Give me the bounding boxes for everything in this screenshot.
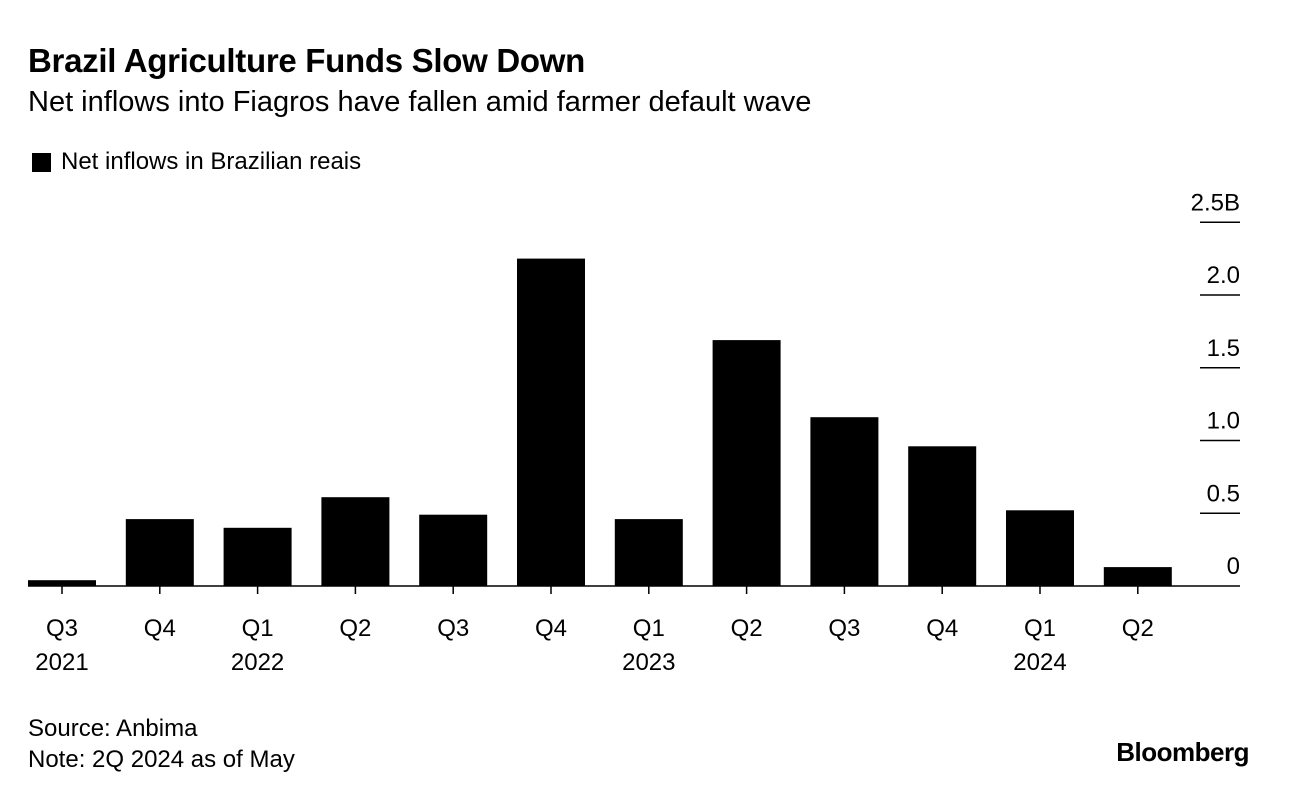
bar-q1-2024 [1006,510,1074,586]
x-tick-label: Q1 [633,615,665,642]
y-tick-label: 1.0 [1207,408,1240,435]
bar-q4-2021 [125,519,194,586]
bar-q4-2023 [908,446,977,586]
bar-q4-2022 [517,258,585,586]
x-tick-label: Q4 [144,615,176,642]
footnote: Note: 2Q 2024 as of May [28,746,295,773]
y-tick-label: 2.0 [1207,262,1240,289]
x-tick-label: Q3 [828,615,860,642]
x-tick-label: Q3 [46,615,78,642]
x-tick-year-label: 2022 [231,649,284,676]
chart-subtitle: Net inflows into Fiagros have fallen ami… [28,86,812,118]
x-tick-label: Q4 [535,615,567,642]
y-tick-label: 2.5B [1191,189,1240,216]
bar-q2-2023 [712,340,781,586]
bar-q1-2023 [614,519,683,586]
bar-q1-2022 [223,527,292,586]
y-axis: 0 0.5 1.0 1.5 2.0 2.5B [28,189,1240,587]
source-note: Source: Anbima [28,715,198,742]
footer-notes: Source: Anbima Note: 2Q 2024 as of May [28,713,295,775]
x-tick-label: Q1 [1024,615,1056,642]
x-tick-label: Q3 [437,615,469,642]
x-tick-label: Q2 [731,615,763,642]
x-tick-label: Q1 [242,615,274,642]
x-tick-label: Q2 [339,615,371,642]
x-tick-year-label: 2024 [1013,649,1066,676]
y-tick-label: 0.5 [1207,480,1240,507]
bar-q3-2022 [419,514,488,586]
legend-swatch [32,152,51,172]
bar-q2-2024 [1103,567,1172,586]
bars-group [28,258,1172,586]
legend: Net inflows in Brazilian reais [32,148,361,176]
x-tick-label: Q2 [1122,615,1154,642]
y-tick-label: 1.5 [1207,335,1240,362]
x-tick-label: Q4 [926,615,958,642]
bar-q3-2021 [28,580,96,586]
x-tick-year-label: 2023 [622,649,675,676]
bar-q2-2022 [321,497,390,586]
y-tick-label: 0 [1227,553,1240,580]
x-axis: Q3 2021 Q4 Q1 2022 Q2 Q3 Q4 Q1 2023 Q2 Q3 Q4 Q1 2024 Q2 [35,586,1154,676]
chart-title: Brazil Agriculture Funds Slow Down [28,42,585,79]
bar-q3-2023 [810,417,879,586]
x-tick-year-label: 2021 [35,649,88,676]
bloomberg-logo: Bloomberg [1116,737,1249,767]
legend-label: Net inflows in Brazilian reais [61,148,362,175]
